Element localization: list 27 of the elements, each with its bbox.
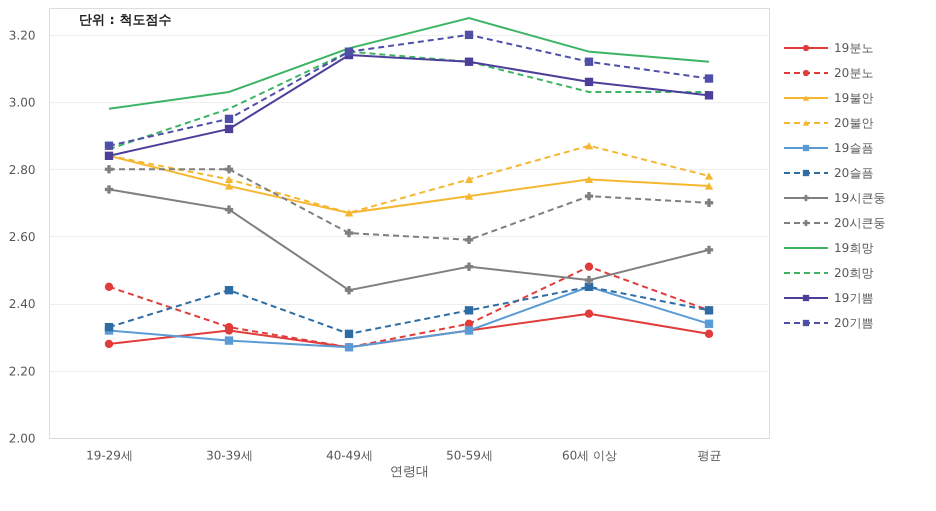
x-tick-label: 60세 이상 <box>562 448 618 462</box>
y-tick-label: 2.20 <box>8 364 36 378</box>
x-axis-title: 연령대 <box>390 464 429 480</box>
legend-label: 20불안 <box>834 116 874 130</box>
legend-label: 19희망 <box>834 241 874 255</box>
legend-label: 19기쁨 <box>834 291 874 305</box>
y-tick-label: 2.40 <box>8 297 36 312</box>
legend-label: 20희망 <box>834 266 874 280</box>
legend-label: 19불안 <box>834 91 874 105</box>
x-tick-label: 50-59세 <box>446 448 493 462</box>
legend-label: 19시큰둥 <box>834 191 886 205</box>
y-tick-label: 3.00 <box>8 96 36 110</box>
y-tick-label: 2.00 <box>8 432 36 446</box>
x-tick-label: 평균 <box>698 448 722 462</box>
x-tick-label: 19-29세 <box>86 448 133 462</box>
y-tick-label: 2.60 <box>8 230 36 244</box>
legend-label: 19분노 <box>834 41 874 55</box>
legend-label: 20분노 <box>834 66 874 80</box>
y-tick-label: 3.20 <box>8 28 36 42</box>
annotation: 단위 : 척도점수 <box>79 13 172 28</box>
legend-label: 20기쁨 <box>834 316 874 330</box>
legend-label: 20슬픔 <box>834 166 874 180</box>
x-tick-label: 30-39세 <box>206 448 253 462</box>
y-tick-label: 2.80 <box>8 162 36 177</box>
legend-label: 19슬픔 <box>834 141 874 155</box>
x-tick-label: 40-49세 <box>326 448 373 462</box>
legend-label: 20시큰둥 <box>834 216 886 230</box>
